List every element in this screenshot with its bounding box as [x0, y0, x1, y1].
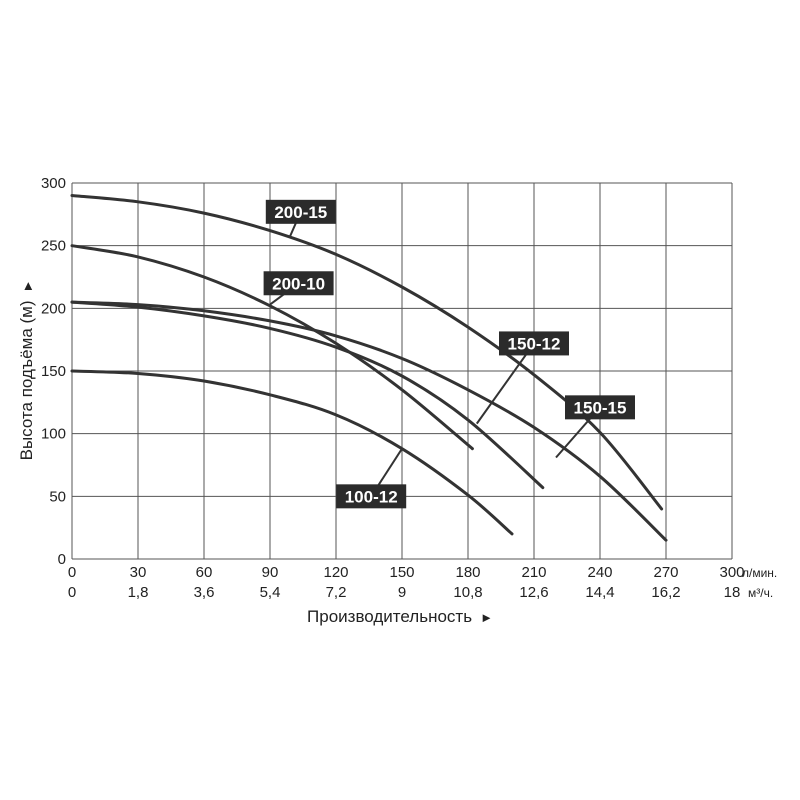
x-tick-label: 0 — [68, 564, 76, 581]
label-100-12: 100-12 — [336, 448, 407, 509]
x2-tick-label: 14,4 — [585, 584, 614, 601]
y-axis-title: Высота подъёма (м)► — [17, 280, 36, 461]
x2-unit-label: м³/ч. — [748, 586, 773, 600]
x2-tick-label: 0 — [68, 584, 76, 601]
y-tick-label: 250 — [41, 238, 66, 255]
label-box — [336, 484, 407, 509]
x-tick-label: 270 — [653, 564, 678, 581]
x-tick-label: 180 — [455, 564, 480, 581]
x-tick-label: 120 — [323, 564, 348, 581]
curve-100-12 — [70, 369, 514, 536]
x-axis-title: Производительность ► — [307, 607, 493, 626]
label-200-15: 200-15 — [265, 199, 336, 238]
label-150-12: 150-12 — [475, 331, 569, 425]
y-tick-label: 150 — [41, 363, 66, 380]
x-tick-label: 150 — [389, 564, 414, 581]
label-150-15: 150-15 — [555, 395, 635, 459]
x-unit-label: л/мин. — [742, 566, 777, 580]
axis-ticks: 00301,8603,6905,41207,2150918010,821012,… — [41, 175, 745, 601]
x2-tick-label: 9 — [398, 584, 406, 601]
label-box — [499, 331, 569, 356]
x2-tick-label: 10,8 — [453, 584, 482, 601]
curve-labels: 200-15 200-10 150-12 150-15 100-12 — [263, 199, 635, 509]
label-box — [265, 199, 336, 224]
x2-tick-label: 1,8 — [128, 584, 149, 601]
series-label: 100-12 — [345, 487, 398, 506]
y-tick-label: 100 — [41, 426, 66, 443]
leader-line — [475, 342, 535, 425]
x-tick-label: 210 — [521, 564, 546, 581]
x2-tick-label: 3,6 — [194, 584, 215, 601]
label-box — [565, 395, 635, 420]
y-tick-label: 50 — [49, 488, 66, 505]
x-tick-label: 300 — [719, 564, 744, 581]
y-tick-label: 300 — [41, 175, 66, 192]
curve-200-10 — [70, 244, 474, 451]
series-label: 150-12 — [508, 334, 561, 353]
x2-tick-label: 7,2 — [326, 584, 347, 601]
curve-150-12 — [70, 300, 545, 490]
label-box — [263, 271, 334, 296]
x-tick-label: 30 — [130, 564, 147, 581]
x2-tick-label: 18 — [724, 584, 741, 601]
x-tick-label: 90 — [262, 564, 279, 581]
series-label: 200-15 — [274, 203, 327, 222]
x-tick-label: 240 — [587, 564, 612, 581]
curve-150-15 — [70, 300, 668, 542]
x2-tick-label: 5,4 — [260, 584, 281, 601]
series-label: 200-10 — [272, 274, 325, 293]
series-label: 150-15 — [574, 398, 627, 417]
label-200-10: 200-10 — [263, 271, 334, 306]
x-tick-label: 60 — [196, 564, 213, 581]
x2-tick-label: 16,2 — [651, 584, 680, 601]
y-tick-label: 0 — [58, 551, 66, 568]
y-tick-label: 200 — [41, 300, 66, 317]
x2-tick-label: 12,6 — [519, 584, 548, 601]
